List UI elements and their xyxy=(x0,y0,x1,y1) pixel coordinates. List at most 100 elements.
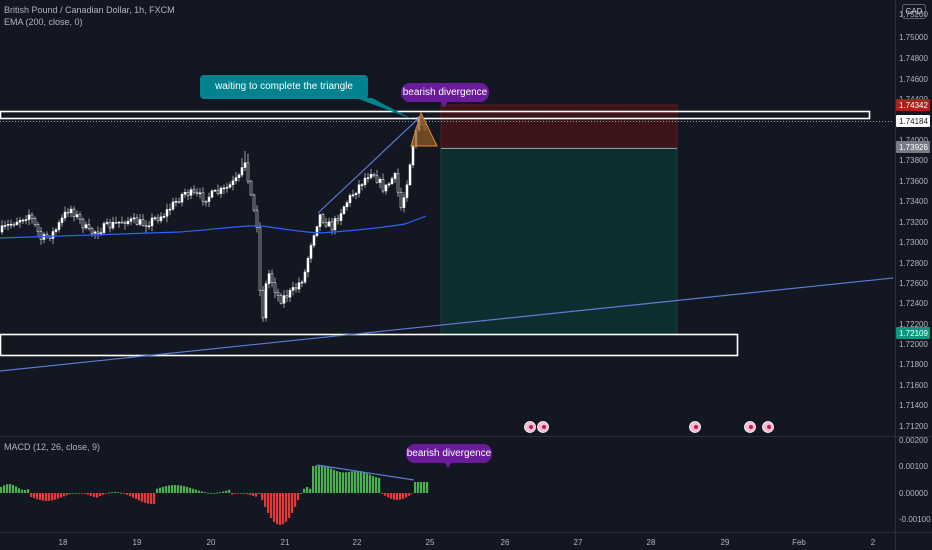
macd-histogram-bar xyxy=(267,493,270,513)
macd-histogram-bar xyxy=(339,472,342,493)
candle-body xyxy=(6,224,10,226)
candle-body xyxy=(318,214,322,227)
candle-body xyxy=(54,229,58,232)
macd-histogram-bar xyxy=(384,493,387,496)
candle-body xyxy=(264,283,268,319)
macd-histogram-bar xyxy=(123,493,126,494)
candle-body xyxy=(363,177,367,185)
candle-body xyxy=(12,223,16,226)
candle-body xyxy=(195,191,199,194)
macd-histogram-bar xyxy=(66,493,69,496)
macd-histogram-bar xyxy=(294,493,297,507)
macd-histogram-bar xyxy=(375,477,378,493)
candle-body xyxy=(255,209,259,228)
triangle-note-callout[interactable]: waiting to complete the triangle xyxy=(200,75,368,99)
candle-body xyxy=(72,208,76,218)
macd-histogram-bar xyxy=(420,482,423,493)
candle-body xyxy=(297,282,301,290)
price-label: 1.74184 xyxy=(899,117,928,126)
candle-body xyxy=(243,162,247,168)
macd-histogram-bar xyxy=(51,493,54,501)
macd-divergence-callout[interactable]: bearish divergence xyxy=(406,444,492,463)
macd-histogram-bar xyxy=(111,492,114,493)
macd-histogram-bar xyxy=(144,493,147,503)
candle-body xyxy=(3,225,7,227)
candle-body xyxy=(384,184,388,192)
macd-histogram-bar xyxy=(33,493,36,499)
macd-histogram-bar xyxy=(36,493,39,500)
candle-body xyxy=(75,214,79,218)
price-label-bg xyxy=(896,115,930,127)
macd-histogram-bar xyxy=(276,493,279,525)
candle-body xyxy=(336,218,340,221)
macd-histogram-bar xyxy=(165,486,168,493)
candle-body xyxy=(36,224,40,233)
candle-body xyxy=(30,214,34,219)
candle-body xyxy=(123,221,127,224)
price-tick-label: 1.71600 xyxy=(899,381,928,390)
price-label-bg xyxy=(896,141,930,153)
macd-histogram-bar xyxy=(93,493,96,498)
candle-body xyxy=(147,225,151,228)
macd-histogram-bar xyxy=(171,485,174,493)
time-tick-label: 27 xyxy=(574,538,583,547)
macd-histogram-bar xyxy=(177,485,180,493)
currency-badge[interactable]: CAD xyxy=(902,4,926,19)
macd-histogram-bar xyxy=(414,482,417,493)
candle-body xyxy=(9,223,13,226)
candle-body xyxy=(39,231,43,240)
candle-body xyxy=(312,235,316,246)
candle-body xyxy=(78,214,82,220)
macd-histogram-bar xyxy=(102,493,105,495)
candle-body xyxy=(390,178,394,185)
macd-histogram-bar xyxy=(324,465,327,493)
symbol-legend[interactable]: British Pound / Canadian Dollar, 1h, FXC… xyxy=(4,5,175,15)
time-tick-label: 22 xyxy=(353,538,362,547)
candle-body xyxy=(63,211,67,219)
price-tick-label: 1.71400 xyxy=(899,401,928,410)
macd-histogram-bar xyxy=(399,493,402,500)
candle-body xyxy=(252,194,256,211)
macd-histogram-bar xyxy=(195,489,198,493)
event-icon-dot xyxy=(749,425,753,429)
candle-body xyxy=(51,231,55,239)
macd-histogram-bar xyxy=(75,493,78,494)
macd-histogram-bar xyxy=(54,493,57,500)
price-divergence-callout[interactable]: bearish divergence xyxy=(401,83,489,102)
candle-body xyxy=(375,175,379,183)
triangle-rising-line xyxy=(317,116,421,214)
macd-histogram-bar xyxy=(159,487,162,493)
ema-legend[interactable]: EMA (200, close, 0) xyxy=(4,17,83,27)
candle-body xyxy=(96,231,100,234)
macd-legend[interactable]: MACD (12, 26, close, 9) xyxy=(4,442,101,452)
macd-histogram-bar xyxy=(45,493,48,501)
candle-body xyxy=(180,194,184,203)
macd-histogram-bar xyxy=(72,493,75,494)
price-label: 1.74342 xyxy=(899,101,928,110)
macd-histogram-bar xyxy=(150,493,153,504)
candle-body xyxy=(249,180,253,196)
macd-tick-label: 0.00200 xyxy=(899,436,928,445)
candle-body xyxy=(366,177,370,179)
macd-histogram-bar xyxy=(63,493,66,497)
candle-body xyxy=(192,189,196,193)
candle-body xyxy=(369,174,373,178)
macd-divergence-pointer xyxy=(444,462,452,468)
macd-histogram-bar xyxy=(90,493,93,496)
price-tick-label: 1.73800 xyxy=(899,156,928,165)
macd-histogram-bar xyxy=(168,485,171,493)
macd-histogram-bar xyxy=(348,471,351,493)
macd-histogram-bar xyxy=(129,493,132,497)
price-tick-label: 1.73000 xyxy=(899,238,928,247)
macd-histogram-bar xyxy=(387,493,390,498)
macd-histogram-bar xyxy=(363,472,366,493)
macd-histogram-bar xyxy=(27,489,30,493)
candle-body xyxy=(330,221,334,231)
candle-body xyxy=(231,180,235,185)
candle-body xyxy=(0,225,4,233)
candle-body xyxy=(24,219,28,221)
macd-histogram-bar xyxy=(390,493,393,499)
macd-histogram-bar xyxy=(15,486,18,493)
axes: 1.752001.750001.748001.746001.744001.740… xyxy=(59,10,932,547)
